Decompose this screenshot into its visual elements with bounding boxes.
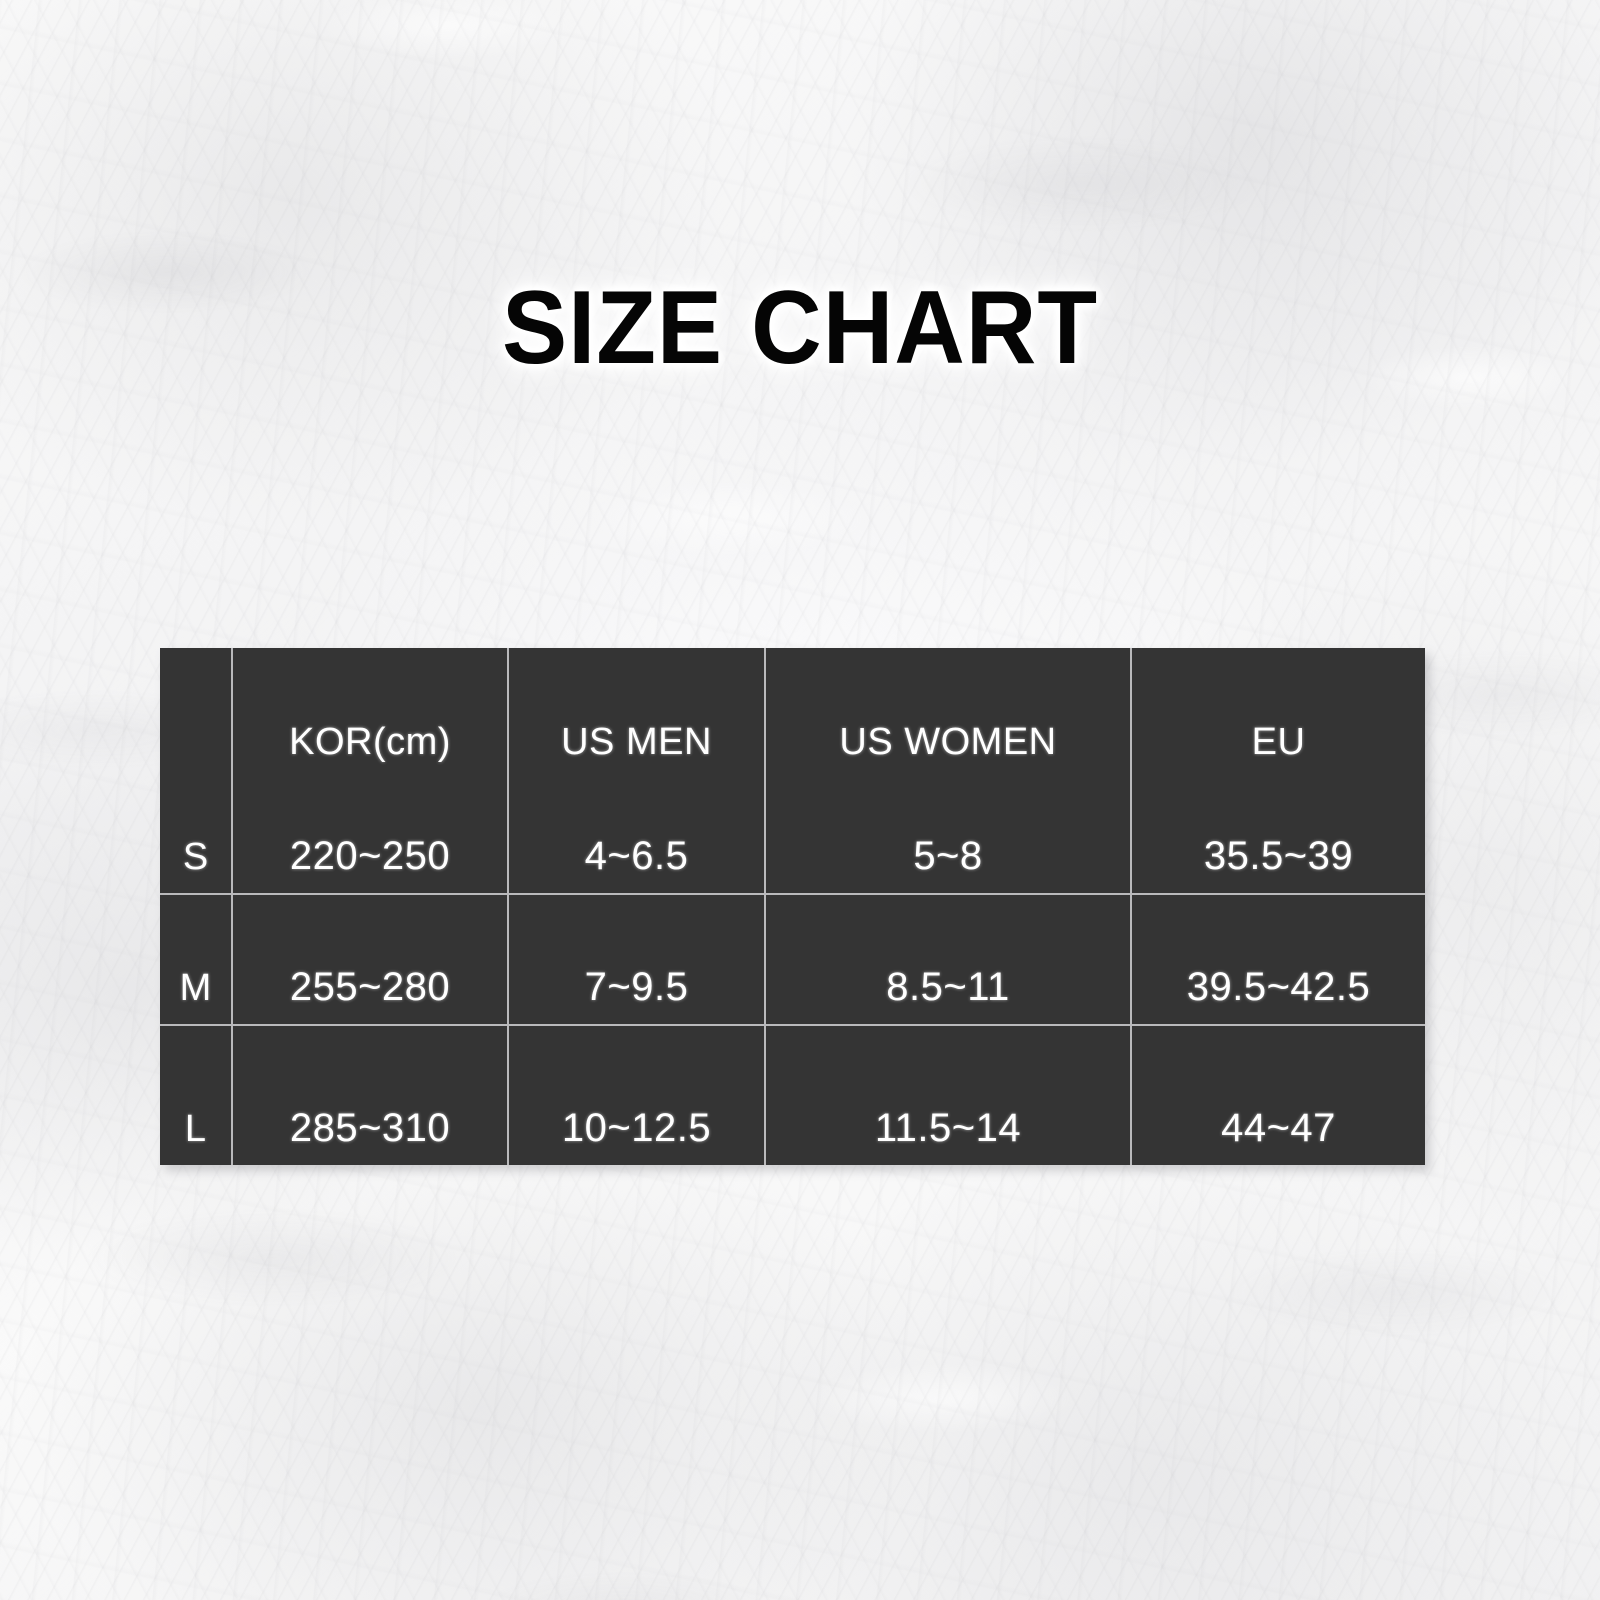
row-size-label-l: L	[160, 1025, 233, 1165]
page-title: SIZE CHART	[502, 270, 1098, 386]
column-header-kor: KOR(cm)	[232, 648, 509, 778]
cell-s-eu: 35.5~39	[1131, 778, 1425, 895]
cell-s-us-women: 5~8	[765, 778, 1132, 895]
row-size-label-s: S	[160, 778, 233, 895]
cell-s-us-men: 4~6.5	[508, 778, 766, 895]
cell-m-us-women: 8.5~11	[765, 894, 1132, 1026]
size-table-header: KOR(cm) US MEN US WOMEN EU	[160, 648, 1425, 778]
cell-l-us-men: 10~12.5	[508, 1025, 766, 1165]
column-header-us-women: US WOMEN	[765, 648, 1132, 778]
cell-m-eu: 39.5~42.5	[1131, 894, 1425, 1026]
cell-l-kor: 285~310	[232, 1025, 509, 1165]
table-row: S 220~250 4~6.5 5~8 35.5~39	[160, 778, 1425, 895]
cell-s-kor: 220~250	[232, 778, 509, 895]
table-row: L 285~310 10~12.5 11.5~14 44~47	[160, 1025, 1425, 1165]
table-row: M 255~280 7~9.5 8.5~11 39.5~42.5	[160, 894, 1425, 1026]
size-chart-table: KOR(cm) US MEN US WOMEN EU S 220~250 4~6…	[160, 648, 1425, 1165]
size-table-body: S 220~250 4~6.5 5~8 35.5~39 M 255~280 7~…	[160, 778, 1425, 1165]
column-header-eu: EU	[1131, 648, 1425, 778]
table-corner-cell	[160, 648, 233, 778]
column-header-us-men: US MEN	[508, 648, 766, 778]
cell-m-us-men: 7~9.5	[508, 894, 766, 1026]
cell-m-kor: 255~280	[232, 894, 509, 1026]
page-title-container: SIZE CHART	[0, 270, 1600, 386]
cell-l-eu: 44~47	[1131, 1025, 1425, 1165]
table-header-row: KOR(cm) US MEN US WOMEN EU	[160, 648, 1425, 778]
cell-l-us-women: 11.5~14	[765, 1025, 1132, 1165]
row-size-label-m: M	[160, 894, 233, 1026]
